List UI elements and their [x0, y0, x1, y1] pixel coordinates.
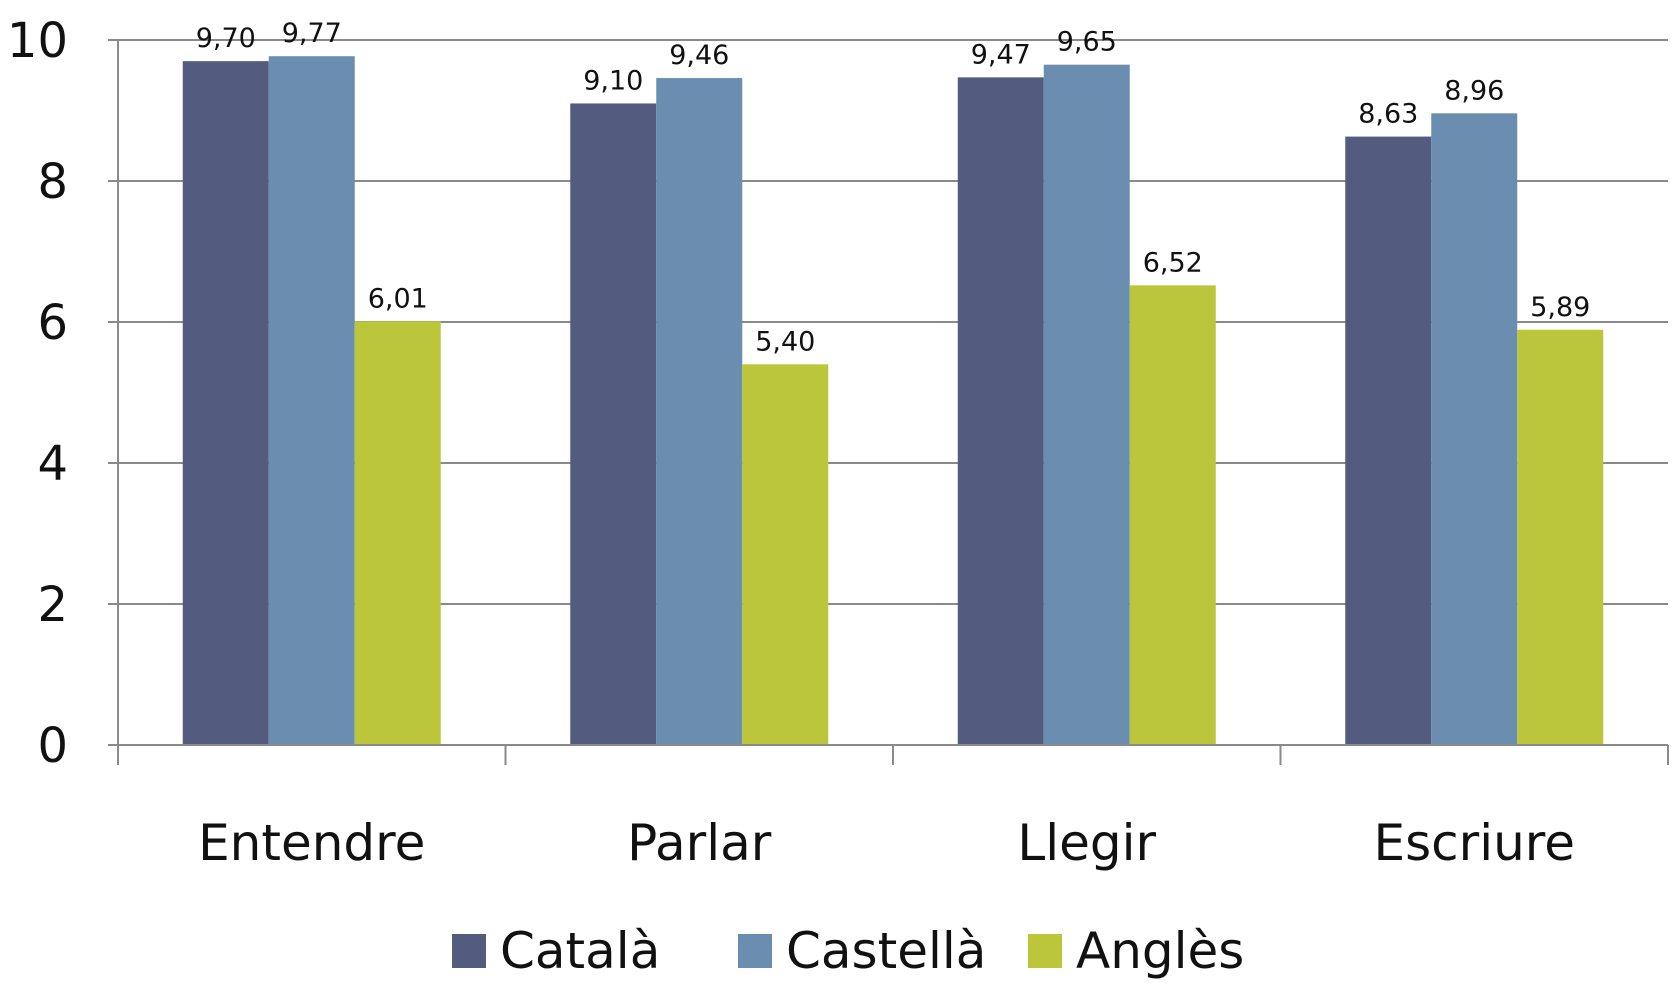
data-labels: 9,70 9,77 6,01 9,10 9,46 5,40 9,47 9,65 6,52 8,63… [196, 18, 1591, 357]
y-tick-label: 0 [37, 718, 68, 774]
y-tick-label: 10 [7, 13, 68, 69]
data-label: 9,70 [196, 23, 256, 54]
data-label: 9,47 [971, 39, 1031, 70]
data-label: 8,63 [1358, 99, 1418, 130]
y-tick-label: 4 [37, 436, 68, 492]
bar [268, 56, 355, 745]
bar [1345, 136, 1432, 745]
bars [182, 56, 1604, 746]
legend: Català Castellà Anglès [452, 922, 1244, 980]
bar [1043, 64, 1130, 746]
legend-swatch [738, 934, 772, 968]
y-tick-label: 8 [37, 154, 68, 210]
legend-label: Català [500, 922, 660, 980]
legend-label: Anglès [1076, 922, 1244, 980]
data-label: 5,40 [755, 326, 815, 357]
bar [1431, 113, 1518, 745]
data-label: 6,52 [1143, 247, 1203, 278]
bar [1129, 285, 1216, 745]
bar [354, 321, 441, 745]
data-label: 6,01 [368, 283, 428, 314]
category-label: Llegir [1017, 814, 1156, 872]
bar [656, 78, 743, 745]
y-axis-ticks: 0 2 4 6 8 10 [7, 13, 68, 774]
bar [957, 77, 1044, 746]
bar [742, 364, 829, 745]
data-label: 5,89 [1530, 292, 1590, 323]
category-label: Parlar [627, 814, 772, 872]
category-label: Escriure [1374, 814, 1576, 872]
y-tick-label: 6 [37, 295, 68, 351]
y-tick-label: 2 [37, 577, 68, 633]
data-label: 9,65 [1057, 27, 1117, 58]
legend-swatch [452, 934, 486, 968]
category-label: Entendre [198, 814, 425, 872]
legend-swatch [1028, 934, 1062, 968]
data-label: 9,77 [282, 18, 342, 49]
data-label: 9,46 [669, 40, 729, 71]
x-axis: Entendre Parlar Llegir Escriure [108, 40, 1669, 872]
data-label: 9,10 [583, 65, 643, 96]
bar [570, 103, 657, 745]
data-label: 8,96 [1444, 75, 1504, 106]
bar [1517, 329, 1604, 745]
legend-label: Castellà [786, 922, 986, 980]
bar [182, 61, 269, 745]
